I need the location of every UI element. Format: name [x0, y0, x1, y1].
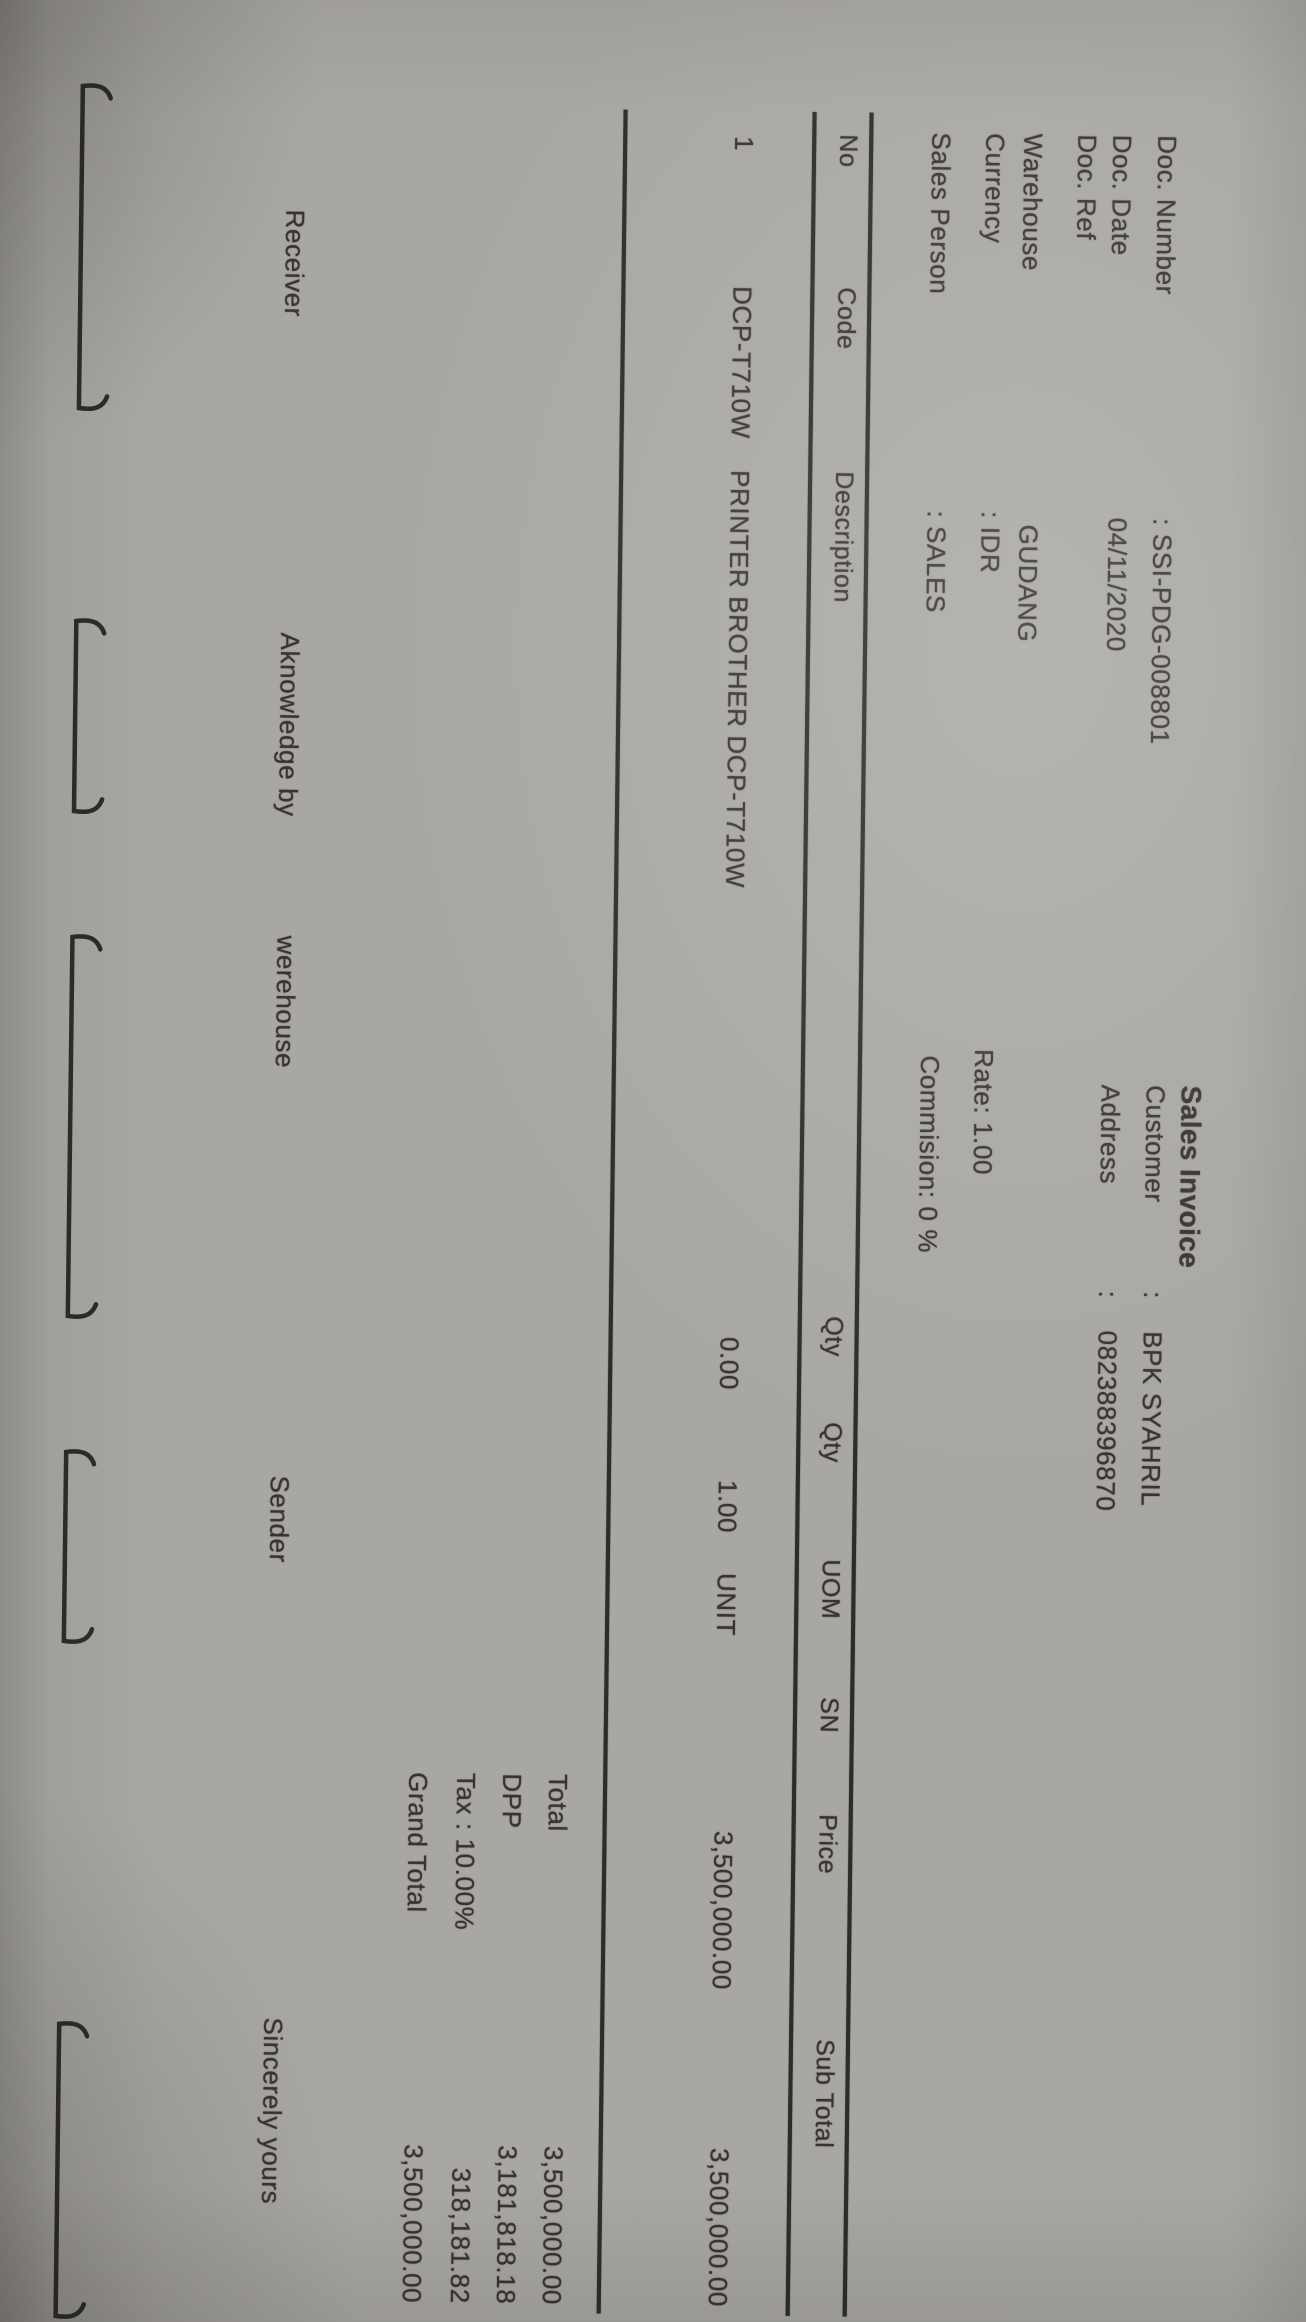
signature-warehouse: werehouse	[269, 935, 302, 1069]
customer-name: BPK SYAHRIL	[1135, 1331, 1168, 1507]
currency-value: : IDR	[974, 510, 1006, 574]
dpp-label: DPP	[496, 1773, 528, 1829]
invoice-title: Sales Invoice	[1173, 1085, 1207, 1269]
row-uom: UNIT	[710, 1572, 742, 1637]
signature-line-bracket-3	[65, 934, 103, 1319]
table-rule-body-bottom	[596, 109, 628, 2314]
tax-label: Tax : 10.00%	[449, 1772, 482, 1931]
currency-rate: Rate: 1.00	[967, 1048, 1000, 1176]
col-header-qty2: Qty	[818, 1422, 847, 1464]
row-qty2: 1.00	[712, 1479, 743, 1534]
col-header-description: Description	[828, 471, 859, 604]
signature-sincerely-yours: Sincerely yours	[255, 2017, 289, 2205]
col-header-code: Code	[831, 287, 861, 350]
address-separator: :	[1093, 1290, 1124, 1299]
col-header-subtotal: Sub Total	[809, 2039, 840, 2149]
address-label: Address	[1094, 1084, 1126, 1185]
doc-date-value: 04/11/2020	[1101, 517, 1133, 653]
warehouse-value: GUDANG	[1012, 524, 1044, 643]
row-code: DCP-T710W	[725, 285, 758, 440]
signature-sender: Sender	[263, 1475, 295, 1564]
tax-value: 318,181.82	[444, 2167, 477, 2304]
row-subtotal: 3,500,000.00	[702, 2147, 735, 2308]
total-label: Total	[542, 1773, 574, 1833]
table-rule-header-bottom	[785, 111, 817, 2316]
sales-person-label: Sales Person	[924, 132, 957, 295]
customer-phone: 082388396870	[1090, 1330, 1123, 1512]
col-header-no: No	[833, 134, 863, 168]
customer-label: Customer	[1139, 1085, 1171, 1203]
sales-person-commission: Commision: 0 %	[912, 1055, 946, 1254]
doc-ref-label: Doc. Ref	[1071, 134, 1103, 241]
table-rule-top	[842, 112, 874, 2317]
signature-line-bracket-4	[61, 1449, 97, 1644]
col-header-qty1: Qty	[819, 1316, 848, 1358]
currency-label: Currency	[979, 133, 1011, 244]
row-price: 3,500,000.00	[706, 1830, 739, 1991]
col-header-sn: SN	[814, 1697, 844, 1734]
col-header-uom: UOM	[816, 1559, 845, 1620]
grand-total-value: 3,500,000.00	[396, 2144, 429, 2304]
customer-separator: :	[1138, 1291, 1169, 1300]
signature-line-bracket-2	[71, 618, 107, 815]
signature-line-bracket-1	[76, 83, 113, 412]
warehouse-label: Warehouse	[1016, 133, 1049, 272]
doc-number-value: : SSI-PDG-008801	[1144, 518, 1178, 745]
signature-receiver: Receiver	[279, 209, 311, 318]
grand-total-label: Grand Total	[401, 1772, 434, 1913]
signature-line-bracket-5	[53, 2021, 90, 2319]
row-qty1: 0.00	[713, 1336, 745, 1391]
dpp-value: 3,181,818.18	[490, 2145, 523, 2305]
doc-date-label: Doc. Date	[1105, 134, 1138, 256]
doc-number-label: Doc. Number	[1150, 135, 1183, 296]
signature-acknowledge-by: Aknowledge by	[272, 632, 306, 817]
row-description: PRINTER BROTHER DCP-T710W	[720, 469, 756, 889]
row-no: 1	[729, 135, 760, 152]
sales-person-value: : SALES	[920, 510, 952, 614]
total-value: 3,500,000.00	[536, 2145, 569, 2306]
col-header-price: Price	[813, 1814, 842, 1875]
